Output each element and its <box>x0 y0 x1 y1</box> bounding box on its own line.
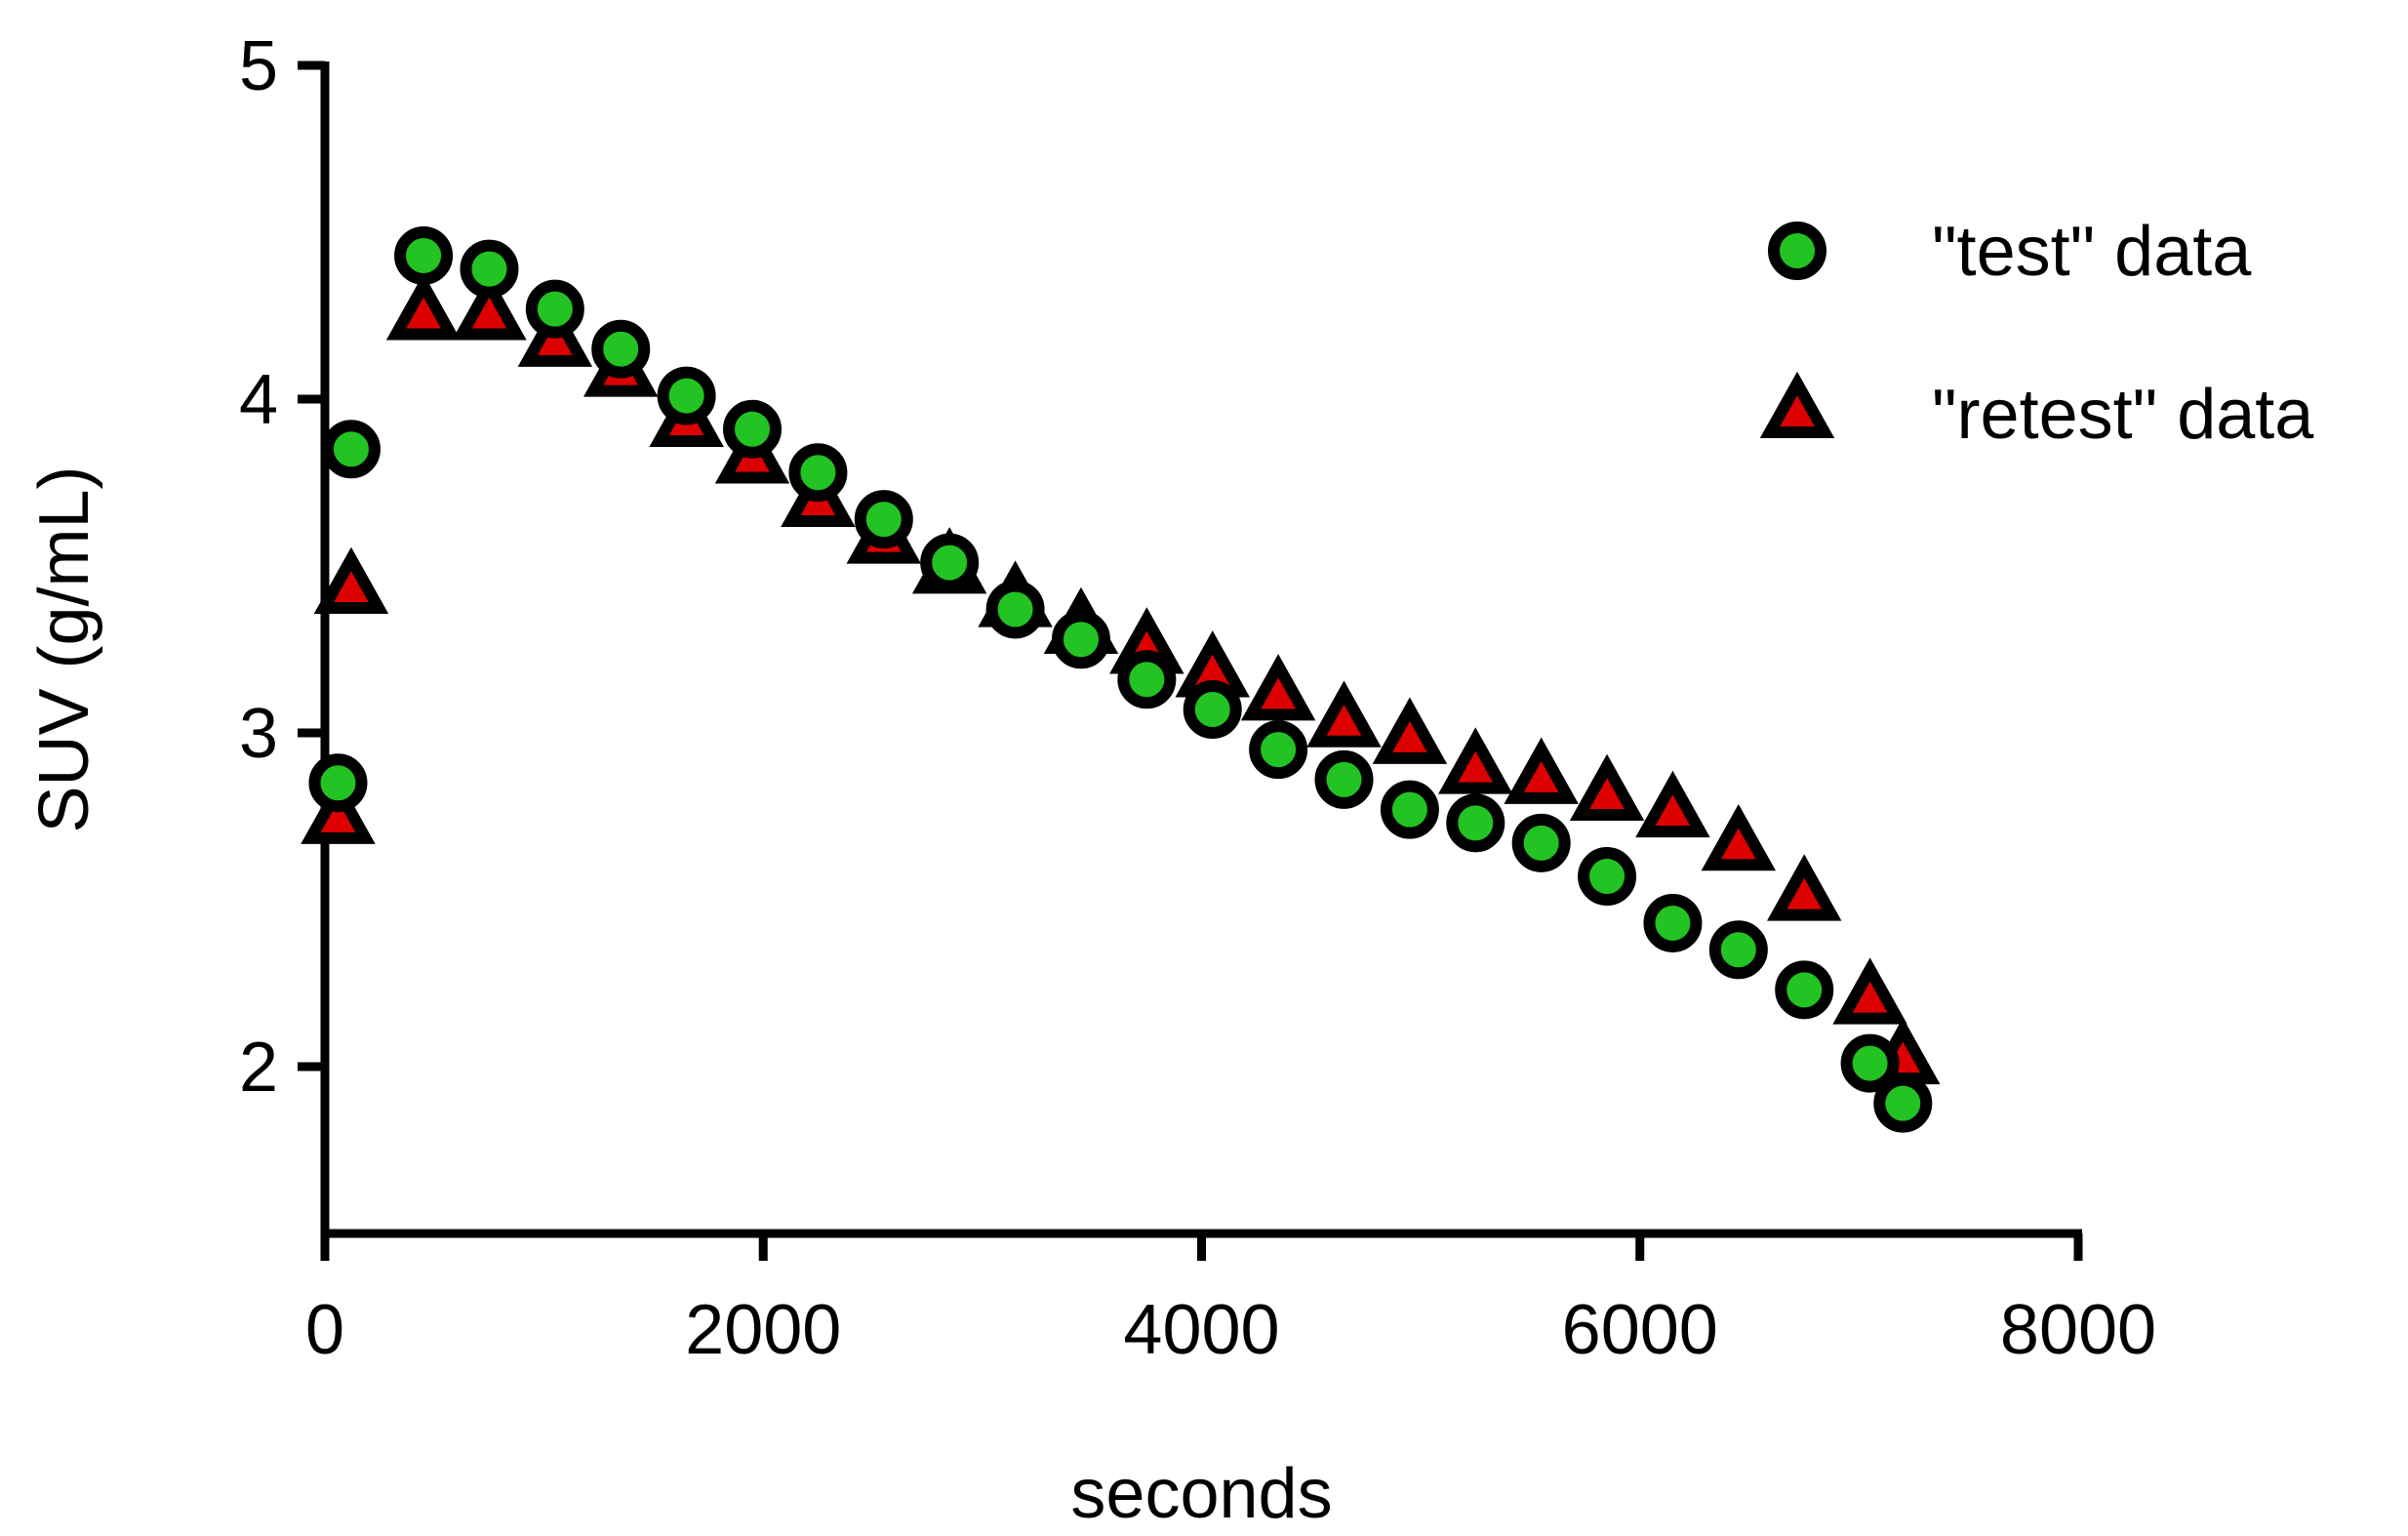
y-tick-label: 5 <box>239 27 278 105</box>
data-point-triangle <box>1438 727 1513 794</box>
data-point-circle <box>591 319 651 379</box>
legend-label-retest: "retest" data <box>1932 376 2314 454</box>
y-tick-label: 3 <box>239 695 278 773</box>
data-point-circle <box>1643 893 1703 952</box>
data-point-circle <box>1314 749 1374 809</box>
data-point-circle <box>1511 813 1571 872</box>
data-point-circle <box>1446 793 1505 853</box>
data-point-circle <box>460 239 519 299</box>
data-point-circle <box>920 533 980 592</box>
legend-label-test: "test" data <box>1932 213 2252 291</box>
x-tick-label: 8000 <box>2000 1291 2156 1369</box>
legend-item-test: "test" data <box>1768 213 2252 291</box>
data-point-triangle <box>1569 753 1645 821</box>
legend-triangle-icon <box>1759 371 1835 438</box>
y-axis-title: SUV (g/mL) <box>25 465 103 832</box>
y-tick-label: 2 <box>239 1029 278 1107</box>
data-point-triangle <box>1306 680 1382 748</box>
y-ticks: 2 3 4 5 <box>239 27 325 1107</box>
data-point-circle <box>525 279 584 339</box>
x-tick-label: 6000 <box>1562 1291 1718 1369</box>
data-point-triangle <box>1504 737 1579 804</box>
legend-marker-circle-icon <box>1768 222 1826 280</box>
data-point-circle <box>1117 650 1177 709</box>
data-point-circle <box>985 580 1045 639</box>
y-tick-label: 4 <box>239 361 278 439</box>
data-point-circle <box>788 443 848 503</box>
data-point-triangle <box>1766 854 1842 921</box>
data-point-circle <box>321 420 381 479</box>
data-point-triangle <box>1635 770 1710 838</box>
legend: "test" data "retest" data <box>1759 213 2314 454</box>
data-point-circle <box>1578 847 1637 907</box>
test-series <box>308 225 1933 1133</box>
legend-marker-triangle-icon <box>1759 371 1835 438</box>
data-point-circle <box>1708 920 1768 980</box>
data-point-circle <box>1775 960 1834 1020</box>
legend-circle-icon <box>1768 222 1826 280</box>
x-ticks: 0 2000 4000 6000 8000 <box>305 1233 2156 1369</box>
data-point-triangle <box>1701 804 1777 871</box>
data-point-triangle <box>301 777 376 844</box>
data-point-circle <box>1183 680 1242 740</box>
data-point-circle <box>657 366 716 425</box>
data-point-circle <box>1380 780 1439 839</box>
x-tick-label: 4000 <box>1123 1291 1279 1369</box>
data-point-circle <box>394 225 454 285</box>
x-axis-title: seconds <box>1070 1455 1332 1533</box>
data-point-circle <box>723 399 783 459</box>
data-point-triangle <box>1832 957 1907 1025</box>
legend-item-retest: "retest" data <box>1759 371 2314 454</box>
data-point-triangle <box>1372 697 1448 764</box>
data-point-circle <box>1873 1073 1933 1133</box>
data-point-triangle <box>385 273 462 341</box>
data-point-circle <box>1840 1033 1900 1093</box>
data-point-circle <box>1051 610 1110 669</box>
data-point-triangle <box>313 546 389 614</box>
data-point-triangle <box>452 273 527 341</box>
data-point-circle <box>854 490 913 549</box>
data-point-circle <box>308 753 368 813</box>
x-tick-label: 2000 <box>685 1291 841 1369</box>
data-point-circle <box>1249 720 1308 780</box>
x-tick-label: 0 <box>305 1291 344 1369</box>
data-point-triangle <box>1240 654 1316 721</box>
